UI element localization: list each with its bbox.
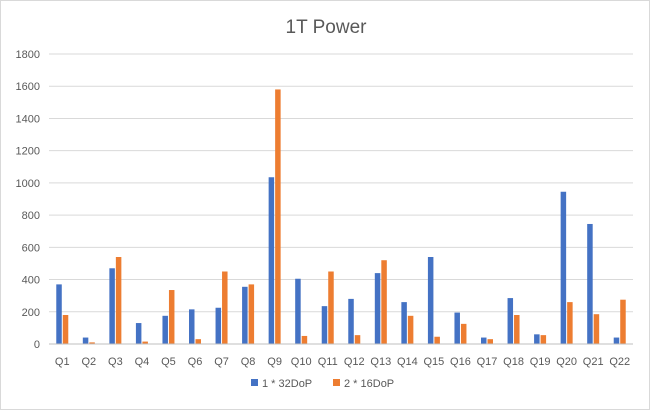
x-tick-label: Q14 — [397, 356, 418, 368]
legend-label: 2 * 16DoP — [344, 378, 394, 390]
bar-series2-q11 — [328, 271, 334, 344]
x-tick-label: Q10 — [291, 356, 312, 368]
bar-series2-q13 — [381, 260, 387, 344]
bar-series1-q18 — [507, 298, 514, 344]
y-tick-label: 400 — [22, 275, 40, 287]
x-tick-label: Q20 — [556, 356, 577, 368]
bar-series2-q12 — [354, 335, 361, 344]
y-tick-label: 1800 — [16, 49, 40, 61]
x-tick-label: Q22 — [609, 356, 630, 368]
bar-series2-q5 — [168, 290, 175, 344]
y-tick-label: 0 — [34, 339, 40, 351]
legend-swatch — [251, 379, 258, 386]
x-tick-label: Q12 — [344, 356, 365, 368]
bar-series2-q17 — [487, 339, 493, 344]
bar-series1-q2 — [82, 337, 89, 344]
x-axis-tick-labels: Q1 Q2 Q3 Q4 Q5 Q6 Q7 Q8 Q9 Q10 Q11 Q12 Q13 Q14 Q15 Q16 Q… — [55, 356, 630, 368]
x-tick-label: Q21 — [583, 356, 604, 368]
x-tick-label: Q19 — [530, 356, 551, 368]
bar-series1-q8 — [242, 286, 248, 344]
bar-series2-q3 — [115, 257, 122, 344]
bar-series1-q13 — [374, 273, 381, 344]
bar-series1-q1 — [56, 284, 62, 344]
x-tick-label: Q1 — [55, 356, 70, 368]
bar-series1-q22 — [613, 337, 620, 344]
x-tick-label: Q15 — [424, 356, 445, 368]
legend-label: 1 * 32DoP — [262, 378, 312, 390]
x-tick-label: Q4 — [135, 356, 150, 368]
bar-series2-q6 — [195, 339, 201, 344]
x-tick-label: Q16 — [450, 356, 471, 368]
y-tick-label: 600 — [22, 242, 40, 254]
bar-series1-q10 — [295, 278, 301, 344]
gridlines — [49, 53, 633, 313]
bar-series1-q3 — [109, 268, 115, 344]
bar-series1-q20 — [560, 191, 567, 344]
bar-series1-q11 — [321, 306, 328, 344]
y-tick-label: 1200 — [16, 146, 40, 158]
bar-series1-q14 — [401, 302, 407, 344]
bar-series2-q21 — [593, 314, 600, 344]
bar-series1-q21 — [587, 223, 593, 344]
x-tick-label: Q7 — [214, 356, 229, 368]
bar-series1-q19 — [534, 334, 540, 344]
bar-series2-q16 — [460, 323, 467, 344]
bar-series2-q9 — [275, 89, 281, 344]
bar-series1-q9 — [268, 177, 275, 344]
bar-series1-q5 — [162, 315, 168, 344]
bar-series1-q4 — [135, 323, 142, 344]
x-tick-label: Q13 — [370, 356, 391, 368]
bar-series2-q19 — [540, 335, 547, 344]
bar-series1-q16 — [454, 312, 460, 344]
bar-series2-q8 — [248, 284, 255, 344]
x-tick-label: Q8 — [241, 356, 256, 368]
y-tick-label: 1400 — [16, 113, 40, 125]
y-tick-label: 200 — [22, 307, 40, 319]
x-tick-label: Q18 — [503, 356, 524, 368]
x-tick-label: Q9 — [267, 356, 282, 368]
bar-series1-q12 — [348, 298, 354, 344]
y-tick-label: 800 — [22, 210, 40, 222]
x-tick-label: Q3 — [108, 356, 123, 368]
bar-series2-q18 — [514, 315, 520, 344]
bars — [56, 89, 626, 344]
legend-swatch — [333, 379, 340, 386]
x-tick-label: Q2 — [81, 356, 96, 368]
y-axis-tick-labels: 0 200 400 600 800 1000 1200 1400 1600 1800 — [16, 49, 40, 351]
x-tick-label: Q6 — [188, 356, 203, 368]
bar-series2-q14 — [407, 315, 414, 344]
bar-series1-q6 — [189, 309, 195, 344]
bar-series2-q15 — [434, 336, 440, 344]
x-tick-label: Q5 — [161, 356, 176, 368]
x-tick-label: Q11 — [318, 356, 338, 368]
y-tick-label: 1000 — [16, 178, 40, 190]
bar-series1-q17 — [481, 337, 487, 344]
bar-series2-q7 — [222, 271, 228, 344]
bar-series1-q15 — [427, 257, 434, 344]
chart-title: 1T Power — [286, 17, 368, 38]
bar-series2-q2 — [89, 342, 95, 344]
bar-series2-q20 — [567, 302, 573, 344]
bar-series2-q4 — [142, 341, 148, 344]
bar-series2-q1 — [62, 315, 69, 344]
legend: 1 * 32DoP 2 * 16DoP — [251, 378, 394, 390]
bar-series2-q22 — [620, 299, 626, 344]
y-tick-label: 1600 — [16, 81, 40, 93]
bar-series1-q7 — [215, 307, 222, 344]
x-tick-label: Q17 — [477, 356, 498, 368]
bar-series2-q10 — [301, 335, 308, 344]
